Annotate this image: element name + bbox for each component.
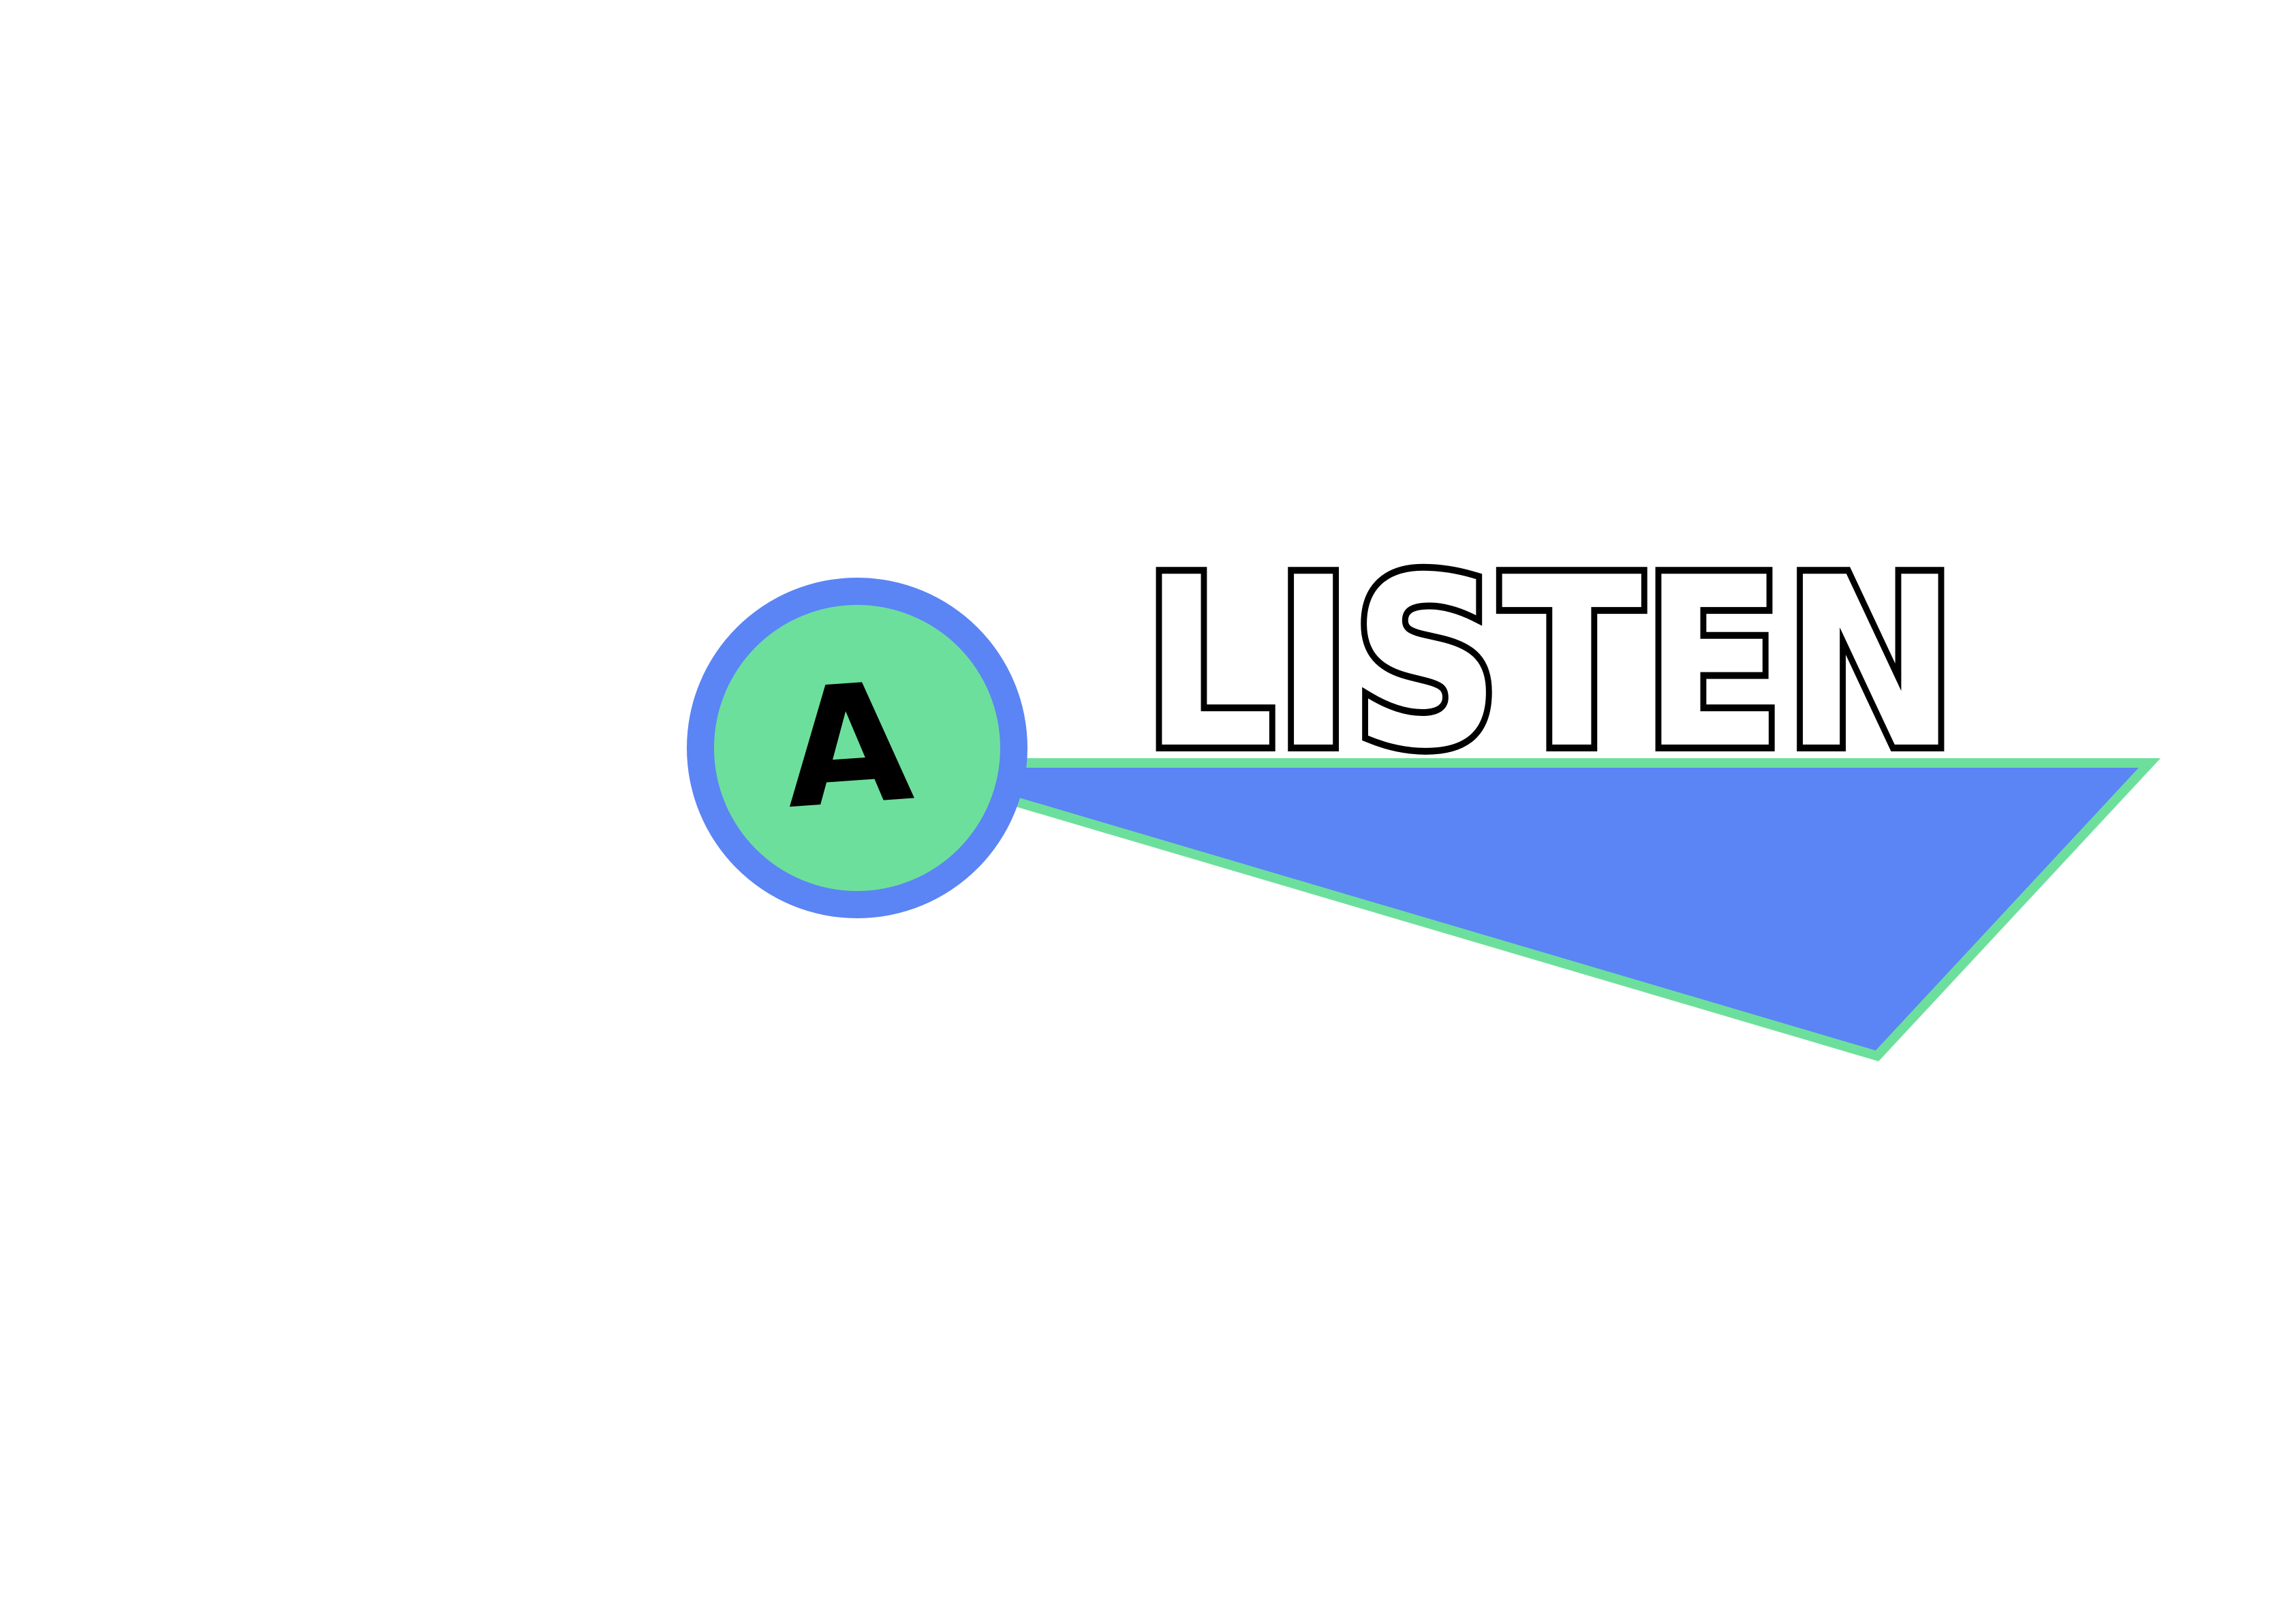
circle-badge-icon: A <box>687 578 1027 918</box>
pennant-shape-icon <box>938 758 2161 1061</box>
wordmark-text: LISTEN <box>1143 528 1958 800</box>
badge-inner-disc <box>714 605 1000 891</box>
badge-letter: A <box>778 646 918 845</box>
